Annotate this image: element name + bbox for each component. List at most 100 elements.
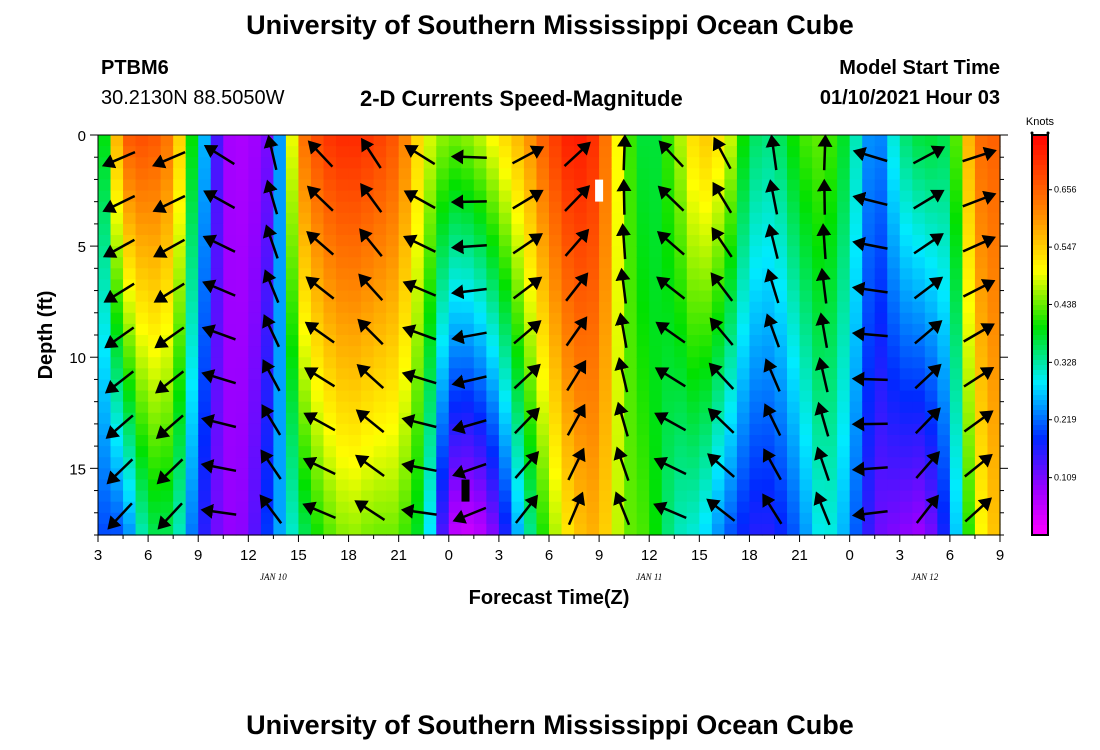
speed-cell [862,468,876,481]
speed-cell [235,301,249,314]
speed-cell [473,157,487,169]
speed-cell [185,501,199,514]
current-arrow [203,144,235,166]
speed-cell [486,457,500,469]
speed-cell [611,490,625,503]
current-arrow [567,447,586,481]
speed-cell [473,246,487,258]
speed-cell [624,146,638,158]
speed-cell [774,279,788,292]
speed-cell [774,212,788,225]
current-arrow [962,279,996,298]
speed-cell [837,190,851,203]
speed-cell [749,479,763,492]
speed-cell [123,235,137,247]
speed-cell [411,235,425,247]
speed-cell [436,323,450,336]
speed-cell [699,501,713,514]
colorbar-cell [1032,515,1048,521]
speed-cell [285,301,300,314]
speed-cell [799,146,813,158]
speed-cell [98,157,112,169]
speed-cell [611,468,625,481]
speed-cell [887,357,901,369]
speed-cell [586,357,600,369]
speed-cell [148,512,162,525]
current-arrow [614,312,630,349]
speed-cell [448,223,462,236]
speed-cell [210,246,224,258]
speed-cell [498,423,513,436]
speed-cell [611,435,625,447]
speed-cell [386,357,400,369]
speed-cell [160,523,174,536]
speed-cell [812,323,826,336]
speed-cell [561,168,575,181]
speed-cell [724,257,738,269]
speed-cell [498,168,513,181]
speed-cell [348,268,362,281]
speed-cell [699,479,713,492]
speed-cell [523,268,538,281]
speed-cell [436,368,450,381]
speed-cell [223,290,237,303]
speed-cell [549,257,563,269]
speed-cell [661,223,675,236]
speed-cell [386,401,400,414]
speed-cell [937,501,951,514]
speed-cell [198,446,212,458]
speed-cell [636,268,650,281]
speed-cell [135,290,149,303]
speed-cell [110,457,124,469]
speed-cell [899,179,913,192]
colorbar-cell [1032,235,1048,241]
speed-cell [699,457,713,469]
speed-cell [674,501,688,514]
speed-cell [736,312,751,325]
speed-cell [887,390,901,403]
speed-cell [624,379,638,392]
speed-cell [649,279,663,292]
speed-cell [661,457,675,469]
speed-cell [599,323,613,336]
speed-cell [824,179,838,192]
speed-cell [549,146,563,158]
speed-cell [837,179,851,192]
speed-cell [198,435,212,447]
speed-cell [674,312,688,325]
speed-cell [799,490,813,503]
speed-cell [423,457,437,469]
speed-cell [824,290,838,303]
speed-cell [761,335,776,347]
current-arrow [304,321,335,344]
speed-cell [599,146,613,158]
speed-cell [599,190,613,203]
speed-cell [761,390,776,403]
speed-cell [761,523,776,536]
speed-cell [298,368,312,381]
speed-cell [248,312,262,325]
speed-cell [273,512,287,525]
speed-cell [736,135,751,147]
speed-cell [862,323,876,336]
speed-cell [436,168,450,181]
current-arrow [816,223,832,260]
speed-cell [223,523,237,536]
speed-cell [398,390,412,403]
speed-cell [924,223,938,236]
speed-cell [649,435,663,447]
speed-cell [686,179,700,192]
speed-cell [348,190,362,203]
speed-cell [486,157,500,169]
speed-cell [336,268,350,281]
current-arrow [106,458,134,485]
speed-cell [411,323,425,336]
speed-cell [461,457,475,469]
current-arrow [355,409,385,434]
speed-cell [974,157,989,169]
speed-cell [536,412,550,425]
speed-cell [736,290,751,303]
speed-cell [486,290,500,303]
speed-cell [749,512,763,525]
speed-cell [536,501,550,514]
